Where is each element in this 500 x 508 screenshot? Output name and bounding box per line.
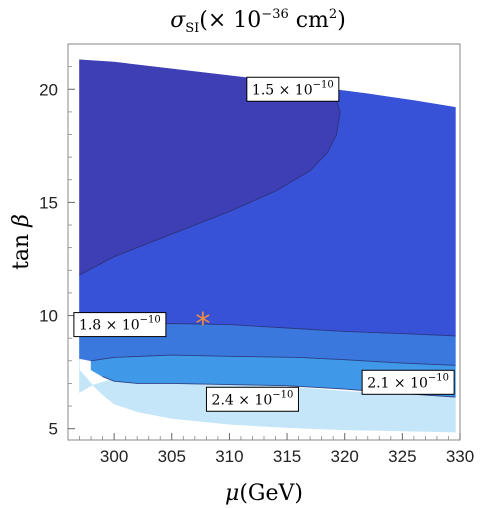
- x-axis-unit: (GeV): [239, 481, 303, 506]
- y-axis-label: tan β: [9, 214, 34, 270]
- y-axis-fn: tan: [9, 227, 34, 270]
- contour-label-text: 1.5 × 10−10: [252, 79, 334, 98]
- contour-label-box: [361, 369, 455, 395]
- title-subscript: SI: [185, 21, 199, 36]
- contour-label-box: [73, 312, 167, 338]
- marker-layer: *: [195, 307, 210, 342]
- x-tick-label: 320: [331, 447, 359, 466]
- y-tick-label: 15: [39, 193, 58, 212]
- contour-label: 2.4 × 10−10: [205, 386, 299, 412]
- title-unit: cm: [289, 8, 329, 33]
- contour-label-text: 2.4 × 10−10: [212, 389, 294, 408]
- x-tick-label: 330: [446, 447, 474, 466]
- contour-label: 2.1 × 10−10: [361, 369, 455, 395]
- contour-label-text: 2.1 × 10−10: [367, 372, 449, 391]
- contour-label-box: [246, 76, 340, 102]
- title-symbol: σ: [170, 8, 186, 33]
- x-tick-label: 325: [388, 447, 416, 466]
- contour-label: 1.8 × 10−10: [73, 312, 167, 338]
- title-unit-exponent: 2: [329, 7, 337, 22]
- star-marker: *: [195, 307, 210, 342]
- x-tick-label: 315: [273, 447, 301, 466]
- title-times: × 10: [208, 8, 261, 33]
- title-exponent: −36: [261, 7, 288, 22]
- x-tick-label: 300: [100, 447, 128, 466]
- contour-label: 1.5 × 10−10: [246, 76, 340, 102]
- contour-1.5e-10: [79, 89, 341, 276]
- title-open: (: [199, 8, 208, 33]
- contour-2.1e-10: [91, 354, 456, 366]
- y-tick-label: 20: [39, 80, 58, 99]
- y-tick-label: 10: [39, 307, 58, 326]
- axis-ticks: 300 305 310 315 320 325 330 5 10 15 20: [39, 66, 474, 466]
- x-axis-symbol: μ: [225, 481, 239, 506]
- contour-labels: 1.5 × 10−10 1.8 × 10−10 2.1 × 10−10 2.4 × 1…: [73, 76, 455, 412]
- x-axis-label: μ(GeV): [225, 481, 303, 506]
- contour-label-text: 1.8 × 10−10: [79, 315, 161, 334]
- x-tick-label: 310: [215, 447, 243, 466]
- x-tick-label: 305: [158, 447, 186, 466]
- y-tick-label: 5: [49, 420, 58, 439]
- chart-title: σSI(× 10−36 cm2): [170, 7, 346, 36]
- title-close: ): [337, 8, 346, 33]
- y-axis-symbol: β: [9, 214, 34, 228]
- contour-label-box: [205, 386, 299, 412]
